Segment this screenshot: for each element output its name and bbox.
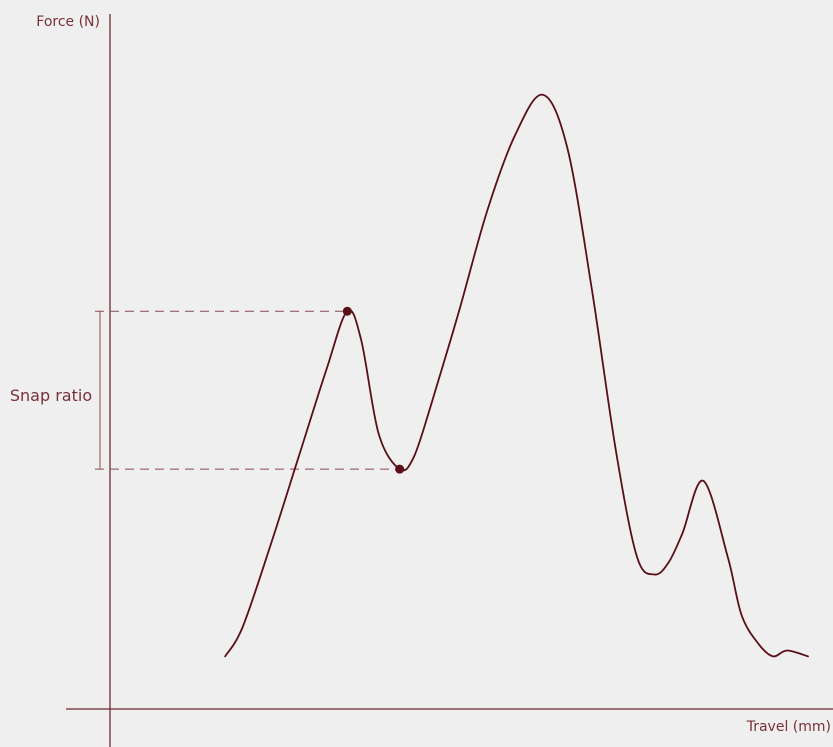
x-axis-label: Travel (mm) <box>746 719 831 735</box>
data-point-marker-1 <box>342 306 352 316</box>
snap-ratio-guides <box>95 310 400 470</box>
marker-group <box>342 306 405 474</box>
y-axis-label: Force (N) <box>36 14 100 30</box>
data-point-marker-2 <box>395 464 405 474</box>
force-travel-curve <box>224 93 809 658</box>
snap-ratio-label: Snap ratio <box>10 386 92 405</box>
